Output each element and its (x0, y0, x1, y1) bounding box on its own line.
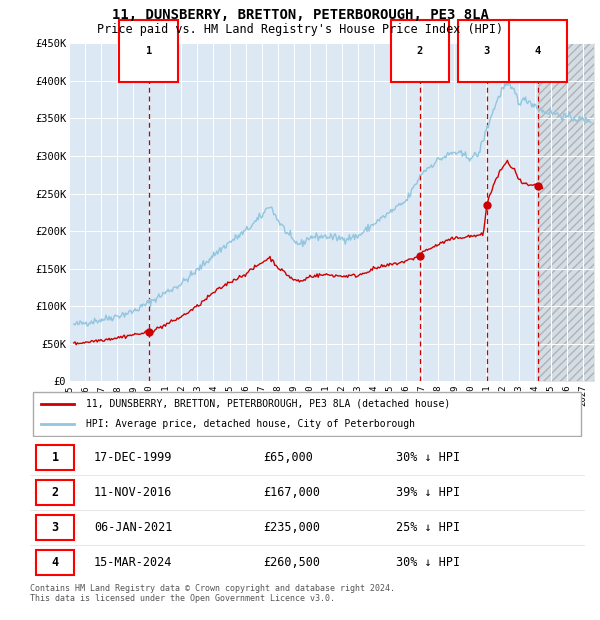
Text: 3: 3 (52, 521, 59, 534)
Text: 3: 3 (484, 46, 490, 56)
FancyBboxPatch shape (33, 392, 581, 436)
Text: 11, DUNSBERRY, BRETTON, PETERBOROUGH, PE3 8LA (detached house): 11, DUNSBERRY, BRETTON, PETERBOROUGH, PE… (86, 399, 450, 409)
Text: HPI: Average price, detached house, City of Peterborough: HPI: Average price, detached house, City… (86, 419, 415, 429)
Text: £260,500: £260,500 (263, 556, 320, 569)
Text: 1: 1 (146, 46, 152, 56)
Text: 39% ↓ HPI: 39% ↓ HPI (397, 486, 460, 499)
Text: 1: 1 (52, 451, 59, 464)
Text: 15-MAR-2024: 15-MAR-2024 (94, 556, 172, 569)
Text: 25% ↓ HPI: 25% ↓ HPI (397, 521, 460, 534)
Text: Contains HM Land Registry data © Crown copyright and database right 2024.
This d: Contains HM Land Registry data © Crown c… (30, 584, 395, 603)
Text: 30% ↓ HPI: 30% ↓ HPI (397, 451, 460, 464)
Text: £167,000: £167,000 (263, 486, 320, 499)
Text: £235,000: £235,000 (263, 521, 320, 534)
FancyBboxPatch shape (35, 515, 74, 540)
Text: 4: 4 (535, 46, 541, 56)
Text: 11, DUNSBERRY, BRETTON, PETERBOROUGH, PE3 8LA: 11, DUNSBERRY, BRETTON, PETERBOROUGH, PE… (112, 8, 488, 22)
Bar (538, 43, 594, 381)
Text: Price paid vs. HM Land Registry's House Price Index (HPI): Price paid vs. HM Land Registry's House … (97, 23, 503, 36)
Text: 4: 4 (52, 556, 59, 569)
Text: £65,000: £65,000 (263, 451, 313, 464)
Text: 2: 2 (417, 46, 423, 56)
FancyBboxPatch shape (35, 445, 74, 470)
Text: 06-JAN-2021: 06-JAN-2021 (94, 521, 172, 534)
Text: 17-DEC-1999: 17-DEC-1999 (94, 451, 172, 464)
FancyBboxPatch shape (35, 480, 74, 505)
Text: 2: 2 (52, 486, 59, 499)
Text: 11-NOV-2016: 11-NOV-2016 (94, 486, 172, 499)
Text: 30% ↓ HPI: 30% ↓ HPI (397, 556, 460, 569)
FancyBboxPatch shape (35, 550, 74, 575)
